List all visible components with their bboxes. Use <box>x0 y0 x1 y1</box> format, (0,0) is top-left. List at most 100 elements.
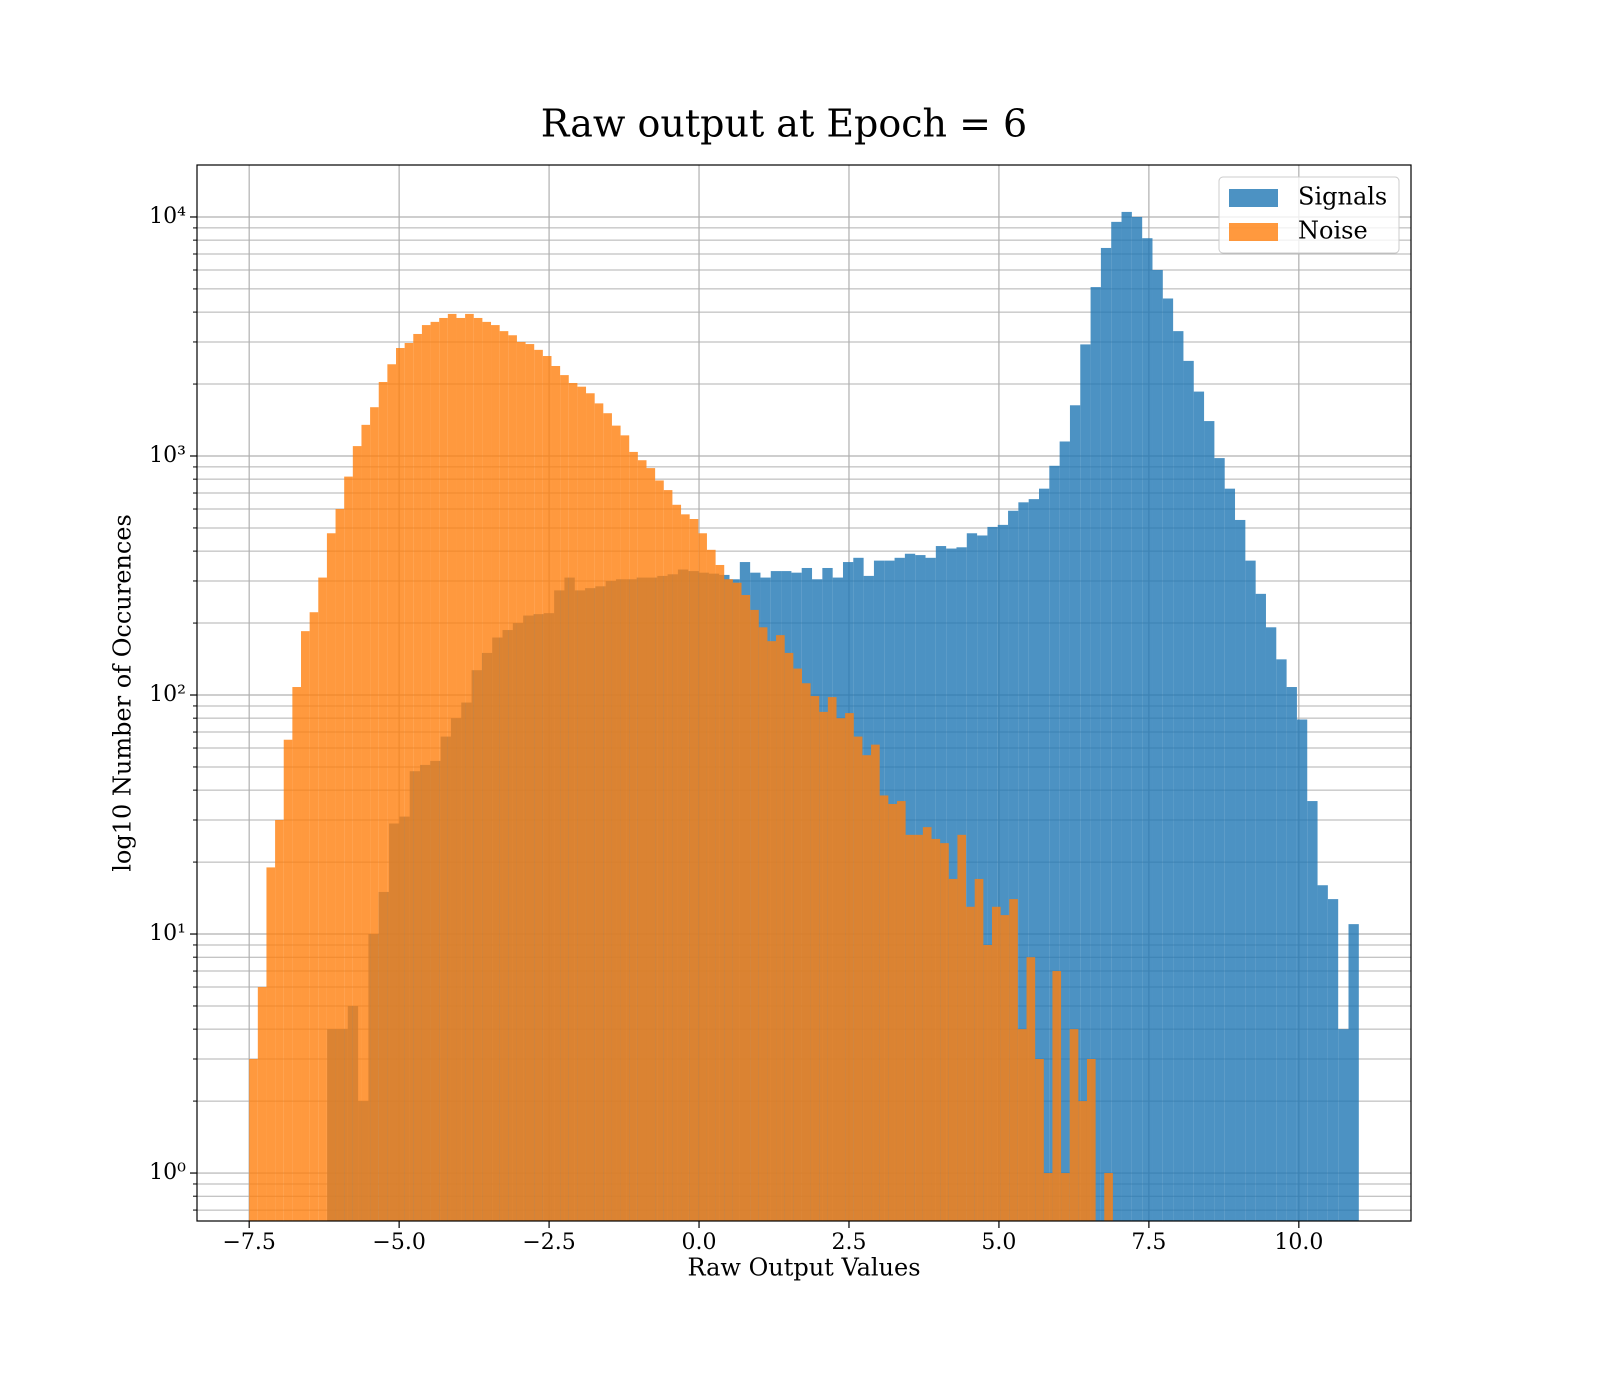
bar <box>931 838 941 1221</box>
x-tick-label: 10.0 <box>1274 1230 1323 1255</box>
bar <box>1009 899 1018 1221</box>
bar <box>1121 211 1132 1222</box>
bar <box>586 393 595 1222</box>
bar <box>508 335 517 1222</box>
x-tick-label: 5.0 <box>981 1230 1016 1255</box>
y-tick-label: 10⁰ <box>149 1160 186 1185</box>
bar <box>1307 801 1318 1221</box>
bar <box>482 321 492 1221</box>
bar <box>1080 344 1091 1221</box>
bar <box>862 755 872 1221</box>
y-tick-label: 10³ <box>149 443 186 468</box>
bar <box>853 736 863 1221</box>
bar <box>1348 924 1359 1221</box>
bar <box>1327 899 1339 1221</box>
legend-swatch <box>1229 189 1278 207</box>
bar <box>465 313 474 1221</box>
bar <box>732 582 742 1221</box>
bar <box>1317 885 1328 1221</box>
y-tick-label: 10⁴ <box>149 204 186 229</box>
x-tick-label: −5.0 <box>372 1230 425 1255</box>
y-tick-label: 10¹ <box>149 921 186 946</box>
bar <box>499 331 509 1221</box>
bar <box>301 631 310 1221</box>
bar <box>801 683 811 1221</box>
bar <box>361 424 371 1221</box>
bar <box>629 451 638 1221</box>
bar <box>534 349 543 1221</box>
bar <box>810 696 820 1221</box>
bar <box>1255 593 1266 1221</box>
bar <box>413 333 422 1221</box>
bar <box>335 509 345 1222</box>
bar <box>888 803 897 1221</box>
bar <box>922 827 932 1221</box>
bar <box>637 460 647 1221</box>
bar <box>977 535 988 1221</box>
bar <box>352 446 362 1221</box>
bar <box>1265 627 1277 1221</box>
x-tick-label: −2.5 <box>522 1230 575 1255</box>
plot-frame <box>196 164 1412 1222</box>
bar <box>1069 405 1081 1221</box>
x-tick-label: 0.0 <box>682 1230 717 1255</box>
bar <box>905 834 915 1221</box>
bar <box>1000 915 1010 1221</box>
bar <box>249 1059 258 1221</box>
bar <box>1069 1029 1079 1221</box>
bar <box>758 627 768 1221</box>
bar <box>1039 488 1050 1221</box>
bar <box>275 819 284 1221</box>
bar <box>577 386 587 1221</box>
bar <box>1162 298 1174 1221</box>
bar <box>793 668 802 1221</box>
bar <box>1111 221 1122 1222</box>
bar <box>987 526 998 1221</box>
bar <box>525 344 535 1221</box>
bar <box>1028 499 1040 1222</box>
bar <box>836 718 846 1221</box>
bar <box>845 713 854 1221</box>
bar <box>663 490 673 1221</box>
bar <box>1026 957 1036 1221</box>
legend-label: Noise <box>1298 217 1368 245</box>
bar <box>776 635 785 1221</box>
bar <box>396 348 405 1221</box>
bar <box>266 867 276 1221</box>
bar <box>542 356 552 1221</box>
bar <box>620 435 630 1221</box>
bar <box>914 834 923 1221</box>
chart-title: Raw output at Epoch = 6 <box>541 102 1027 146</box>
bar <box>1018 502 1029 1221</box>
bar <box>1100 247 1112 1221</box>
bar <box>1059 441 1070 1222</box>
bar <box>940 843 949 1221</box>
bar <box>1276 659 1287 1221</box>
bar <box>1204 421 1215 1221</box>
bar <box>948 878 958 1221</box>
bar <box>439 317 448 1221</box>
bar <box>1008 510 1019 1222</box>
bar <box>1104 1173 1113 1221</box>
bar <box>516 341 526 1221</box>
bar <box>1061 1173 1070 1221</box>
bar <box>1183 360 1194 1221</box>
legend-label: Signals <box>1298 183 1387 211</box>
bar <box>698 533 707 1221</box>
bar <box>378 381 388 1222</box>
bar <box>568 383 578 1222</box>
bar <box>767 641 777 1221</box>
bar <box>326 533 336 1221</box>
bar <box>404 343 414 1221</box>
bar <box>1017 1029 1027 1221</box>
bar <box>997 524 1009 1221</box>
bar <box>421 325 431 1221</box>
bar <box>370 407 379 1221</box>
bar <box>1235 519 1246 1221</box>
bar <box>966 533 978 1221</box>
bar <box>966 906 975 1221</box>
bar <box>715 564 725 1221</box>
x-tick-label: 7.5 <box>1131 1230 1166 1255</box>
bar <box>655 480 664 1221</box>
